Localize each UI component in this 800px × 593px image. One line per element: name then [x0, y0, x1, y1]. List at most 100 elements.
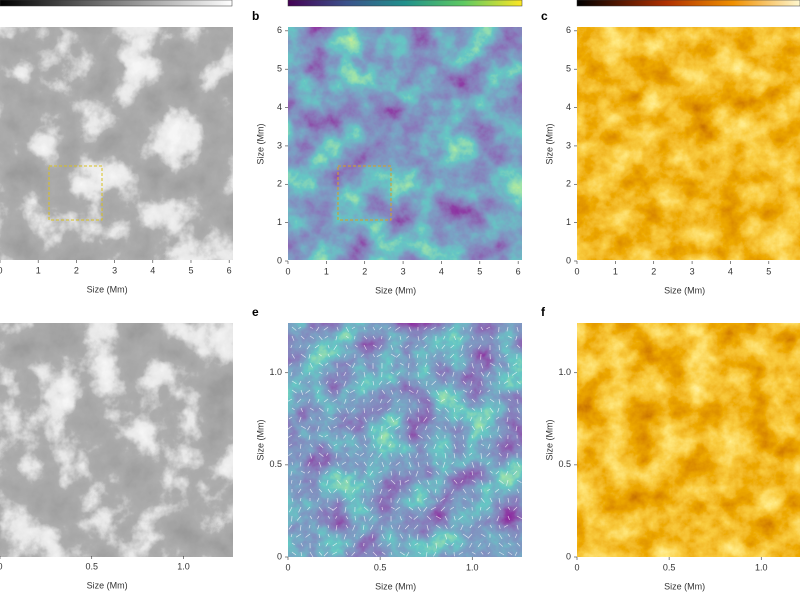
arrow	[309, 515, 313, 519]
arrow	[516, 398, 519, 404]
arrow	[316, 497, 320, 502]
arrow	[453, 434, 456, 438]
arrow	[377, 407, 383, 411]
arrow	[376, 353, 383, 358]
arrow	[477, 542, 482, 548]
arrow	[308, 371, 311, 376]
arrow	[505, 470, 509, 476]
arrow	[287, 434, 293, 438]
arrow	[318, 506, 323, 512]
arrow	[471, 479, 476, 483]
arrow	[390, 371, 394, 375]
arrow	[307, 398, 311, 404]
arrow	[408, 515, 413, 519]
arrow	[415, 452, 419, 459]
arrow	[488, 542, 491, 548]
arrow	[318, 533, 321, 539]
arrow	[323, 551, 329, 557]
arrow	[414, 488, 419, 492]
arrow	[435, 425, 441, 430]
arrow	[477, 344, 482, 350]
arrow	[291, 326, 297, 331]
arrow	[512, 362, 518, 366]
arrow	[423, 344, 428, 349]
x-tick-label: 0	[285, 562, 290, 572]
x-tick-label: 2	[362, 266, 367, 276]
arrow	[300, 389, 304, 395]
arrow	[318, 371, 323, 375]
arrow	[408, 434, 411, 440]
arrow	[453, 452, 456, 459]
arrow	[426, 434, 431, 440]
field-image	[288, 27, 522, 260]
y-tick-label: 1.0	[558, 367, 571, 377]
arrow	[345, 425, 351, 430]
arrow	[363, 407, 365, 414]
arrow	[431, 533, 437, 538]
arrow	[325, 380, 329, 385]
arrow	[469, 542, 473, 548]
arrow	[414, 542, 419, 546]
arrow	[390, 479, 396, 485]
arrow	[345, 551, 348, 555]
arrow	[300, 371, 304, 375]
arrow	[424, 443, 428, 449]
arrow	[318, 443, 324, 448]
x-tick-label: 0	[285, 266, 290, 276]
arrow	[417, 380, 421, 384]
arrow	[435, 479, 438, 485]
y-axis-label: Size (Mm)	[255, 124, 265, 165]
arrow	[372, 434, 375, 440]
arrow	[435, 389, 440, 396]
arrow	[462, 506, 467, 509]
arrow	[344, 488, 347, 494]
arrow	[507, 335, 512, 339]
arrow	[343, 443, 347, 448]
arrow	[506, 452, 509, 459]
arrow	[507, 488, 511, 492]
arrow	[381, 533, 385, 539]
arrow	[372, 443, 376, 449]
arrow	[335, 524, 338, 531]
arrow	[417, 398, 420, 403]
arrow	[390, 362, 393, 367]
arrow	[396, 398, 401, 403]
arrow	[471, 425, 476, 431]
arrow	[426, 389, 431, 395]
arrow	[398, 542, 401, 548]
arrow	[387, 398, 392, 403]
arrow	[345, 362, 352, 367]
arrow	[496, 515, 500, 522]
arrow	[327, 488, 332, 494]
arrow	[469, 326, 473, 332]
arrow	[516, 443, 521, 447]
arrow	[487, 488, 491, 492]
arrow	[299, 497, 302, 502]
arrow	[333, 344, 338, 351]
arrow	[370, 506, 374, 512]
arrow	[468, 452, 473, 456]
arrow	[300, 551, 303, 557]
arrow	[435, 407, 441, 412]
arrow	[467, 533, 473, 539]
arrow	[371, 407, 374, 412]
x-tick-label: 0	[574, 562, 579, 572]
arrow	[515, 497, 518, 503]
arrow	[487, 389, 491, 393]
arrow	[470, 380, 473, 386]
arrow	[453, 470, 457, 474]
arrow	[395, 461, 401, 466]
arrow	[507, 362, 510, 368]
arrow	[444, 407, 450, 413]
arrow	[336, 497, 339, 503]
arrow	[345, 515, 349, 520]
arrow	[327, 389, 332, 394]
arrow	[417, 551, 422, 555]
arrow	[379, 326, 383, 330]
arrow	[513, 506, 518, 511]
arrow	[516, 479, 522, 484]
x-tick-label: 0.5	[663, 562, 676, 572]
arrow	[487, 443, 491, 449]
arrow	[372, 326, 376, 331]
